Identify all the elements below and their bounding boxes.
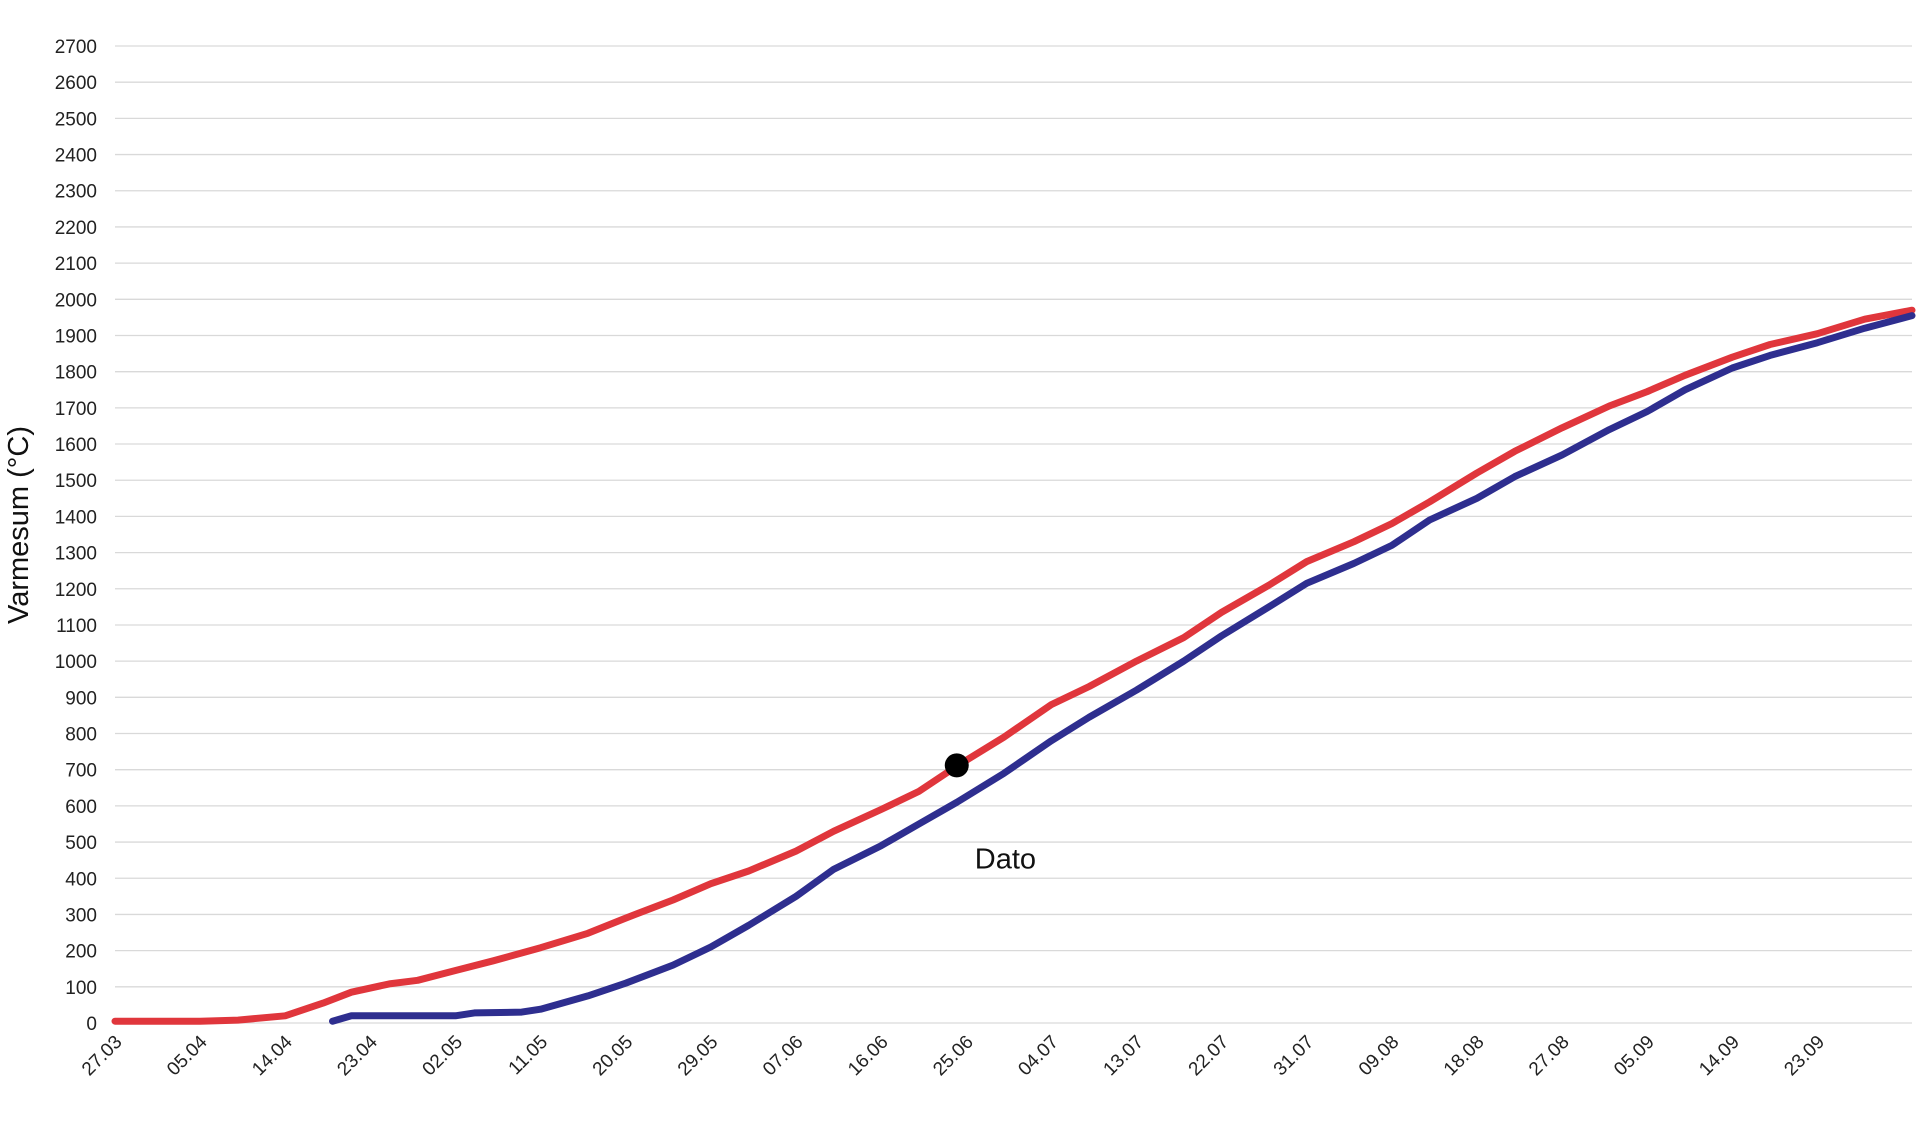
x-tick-label: 02.05 bbox=[419, 1032, 467, 1080]
y-tick-label: 2600 bbox=[55, 73, 97, 94]
x-tick-label: 16.06 bbox=[844, 1032, 892, 1080]
gridlines bbox=[115, 45, 1912, 1024]
y-tick-label: 400 bbox=[65, 869, 97, 890]
x-tick-label: 04.07 bbox=[1014, 1032, 1062, 1080]
x-tick-label: 22.07 bbox=[1185, 1032, 1233, 1080]
series-line-2 bbox=[329, 312, 1916, 1025]
x-tick-label: 14.09 bbox=[1695, 1032, 1743, 1080]
y-axis-label: Varmesum (°C) bbox=[3, 426, 35, 624]
y-tick-label: 2400 bbox=[55, 146, 97, 167]
y-tick-labels: 0 100 200 300 400 500 600 700 800 900 1000 1100 1200… bbox=[55, 37, 97, 1035]
x-tick-label: 18.08 bbox=[1440, 1032, 1488, 1080]
series-line-1 bbox=[111, 306, 1916, 1025]
y-tick-label: 1700 bbox=[55, 399, 97, 420]
x-tick-labels: 27.03 05.04 14.04 23.04 02.05 11.05 20.05 29.05… bbox=[78, 1031, 1829, 1080]
annotations: Dato bbox=[944, 753, 1036, 875]
x-tick-label: 27.03 bbox=[78, 1032, 126, 1080]
x-tick-label: 29.05 bbox=[674, 1032, 722, 1080]
x-tick-label: 25.06 bbox=[929, 1032, 977, 1080]
x-tick-label: 20.05 bbox=[589, 1032, 637, 1080]
y-tick-label: 0 bbox=[86, 1014, 97, 1035]
y-tick-label: 2300 bbox=[55, 182, 97, 203]
y-tick-label: 700 bbox=[65, 761, 97, 782]
x-tick-label: 11.05 bbox=[505, 1032, 552, 1079]
y-tick-label: 2000 bbox=[55, 290, 97, 311]
x-tick-label: 05.04 bbox=[163, 1031, 212, 1080]
y-tick-label: 2100 bbox=[55, 254, 97, 275]
date-marker-dot bbox=[944, 753, 969, 778]
series-lines bbox=[111, 306, 1916, 1025]
y-tick-label: 2700 bbox=[55, 37, 97, 58]
x-tick-label: 07.06 bbox=[759, 1032, 807, 1080]
y-tick-label: 100 bbox=[65, 978, 97, 999]
y-tick-label: 1500 bbox=[55, 471, 97, 492]
x-tick-label: 23.04 bbox=[333, 1031, 382, 1080]
x-tick-label: 13.07 bbox=[1100, 1032, 1148, 1080]
y-tick-label: 1000 bbox=[55, 652, 97, 673]
y-tick-label: 2200 bbox=[55, 218, 97, 239]
x-tick-label: 23.09 bbox=[1780, 1032, 1828, 1080]
y-tick-label: 1100 bbox=[56, 616, 97, 637]
y-tick-label: 300 bbox=[65, 905, 97, 926]
y-tick-label: 1200 bbox=[55, 580, 97, 601]
y-tick-label: 800 bbox=[65, 725, 97, 746]
y-tick-label: 1800 bbox=[55, 363, 97, 384]
x-tick-label: 05.09 bbox=[1610, 1032, 1658, 1080]
date-annotation-label: Dato bbox=[975, 843, 1036, 875]
y-tick-label: 1400 bbox=[55, 507, 97, 528]
y-tick-label: 1300 bbox=[55, 544, 97, 565]
y-tick-label: 500 bbox=[65, 833, 97, 854]
y-tick-label: 2500 bbox=[55, 109, 97, 130]
y-tick-label: 1900 bbox=[55, 326, 97, 347]
x-tick-label: 27.08 bbox=[1525, 1032, 1573, 1080]
x-tick-label: 14.04 bbox=[248, 1031, 297, 1080]
y-tick-label: 1600 bbox=[55, 435, 97, 456]
y-tick-label: 900 bbox=[65, 688, 97, 709]
y-tick-label: 600 bbox=[65, 797, 97, 818]
x-tick-label: 09.08 bbox=[1355, 1032, 1403, 1080]
y-tick-label: 200 bbox=[65, 942, 97, 963]
x-tick-label: 31.07 bbox=[1270, 1032, 1318, 1080]
